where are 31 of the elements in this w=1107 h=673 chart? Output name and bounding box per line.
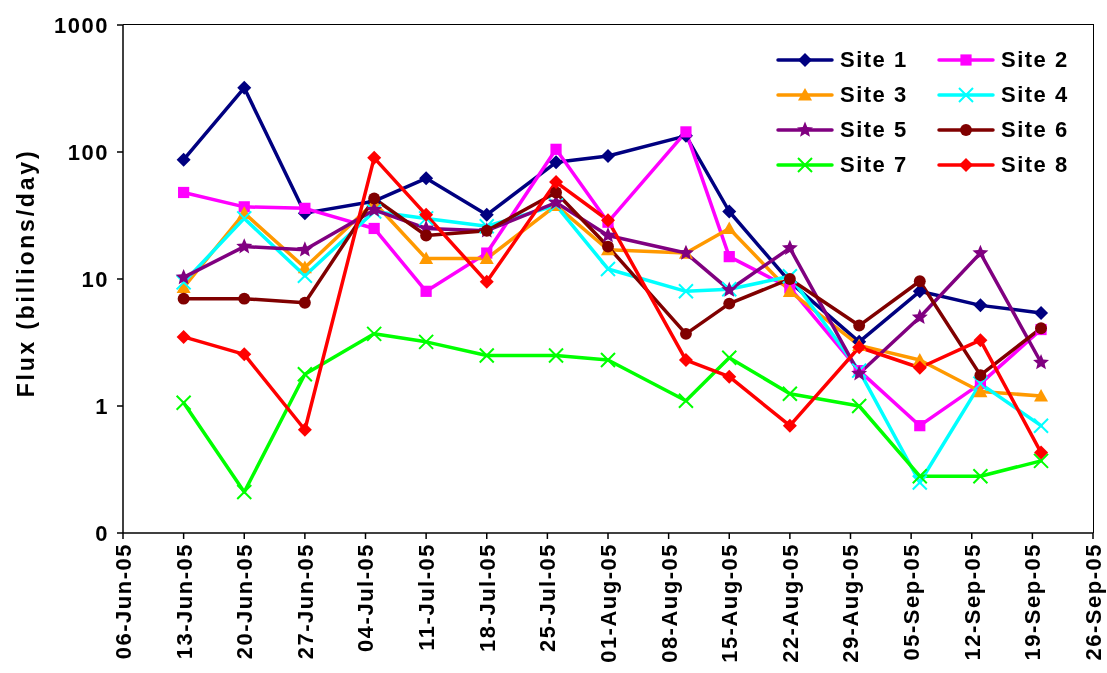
x-tick-label: 29-Aug-05 — [838, 543, 864, 663]
x-tick-label: 08-Aug-05 — [656, 543, 682, 663]
legend-label: Site 8 — [1001, 151, 1069, 178]
legend-label: Site 6 — [1001, 116, 1069, 143]
x-tick-label: 01-Aug-05 — [595, 543, 621, 663]
y-tick-label: 100 — [67, 139, 109, 165]
legend-label: Site 4 — [1001, 81, 1069, 108]
x-tick-label: 26-Sep-05 — [1080, 543, 1106, 661]
x-tick-label: 27-Jun-05 — [292, 543, 318, 660]
x-tick-label: 04-Jul-05 — [353, 543, 379, 652]
legend-label: Site 7 — [840, 151, 908, 178]
x-tick-label: 06-Jun-05 — [110, 543, 136, 660]
y-tick-label: 1 — [95, 393, 109, 419]
x-tick-label: 25-Jul-05 — [535, 543, 561, 652]
y-tick-label: 10 — [81, 266, 109, 292]
legend-label: Site 3 — [840, 81, 908, 108]
x-tick-label: 11-Jul-05 — [414, 543, 440, 651]
x-tick-label: 18-Jul-05 — [474, 543, 500, 652]
x-tick-label: 19-Sep-05 — [1020, 543, 1046, 661]
x-tick-label: 05-Sep-05 — [899, 543, 925, 661]
x-tick-label: 15-Aug-05 — [717, 543, 743, 663]
y-tick-label: 1000 — [54, 12, 109, 38]
y-tick-label: 0 — [95, 520, 109, 546]
legend-label: Site 5 — [840, 116, 908, 143]
y-axis-title: Flux (billions/day) — [13, 148, 40, 398]
x-tick-label: 13-Jun-05 — [171, 543, 197, 660]
legend-label: Site 2 — [1001, 46, 1069, 73]
x-tick-label: 22-Aug-05 — [777, 543, 803, 663]
legend-label: Site 1 — [840, 46, 908, 73]
x-tick-label: 12-Sep-05 — [959, 543, 985, 661]
x-tick-label: 20-Jun-05 — [232, 543, 258, 660]
